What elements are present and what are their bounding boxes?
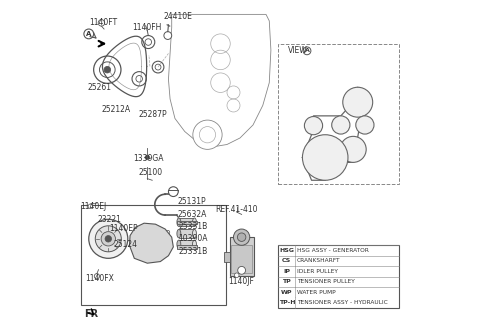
Circle shape [95,226,121,252]
Circle shape [145,39,152,45]
Circle shape [199,127,216,143]
Text: A: A [86,31,92,37]
Text: HSG ASSY - GENERATOR: HSG ASSY - GENERATOR [297,248,369,253]
Circle shape [304,116,323,135]
Text: 1140JF: 1140JF [228,277,253,286]
Text: 25100: 25100 [139,168,163,177]
Bar [179,218,194,226]
Circle shape [133,230,137,234]
Circle shape [94,56,121,83]
Text: REF.41-410: REF.41-410 [216,205,258,214]
Text: IP: IP [337,122,344,128]
Text: TP: TP [282,279,291,284]
Circle shape [136,75,143,82]
Text: 23221: 23221 [97,215,121,224]
Text: TENSIONER ASSY - HYDRAULIC: TENSIONER ASSY - HYDRAULIC [297,300,387,305]
Ellipse shape [177,229,181,238]
Text: CRANKSHARFT: CRANKSHARFT [297,258,340,263]
Text: VIEW: VIEW [288,46,308,55]
Circle shape [193,120,222,149]
Circle shape [166,230,170,234]
Text: 25331B: 25331B [178,222,207,231]
Circle shape [146,238,155,247]
Circle shape [142,234,160,252]
Bar [229,237,254,276]
Text: TENSIONER PULLEY: TENSIONER PULLEY [297,279,354,284]
Text: 1140FT: 1140FT [89,18,118,27]
Text: A: A [304,48,310,53]
Text: TP: TP [361,122,369,128]
Bar [81,205,226,305]
Circle shape [164,31,172,39]
Circle shape [155,64,161,70]
Text: FR: FR [84,309,99,318]
Text: 1140EJ: 1140EJ [80,202,106,212]
Text: WP: WP [348,147,359,152]
Text: IP: IP [283,269,290,274]
Circle shape [163,252,167,256]
Text: 25131P: 25131P [178,197,206,206]
Circle shape [152,61,164,73]
Circle shape [234,273,239,277]
Circle shape [145,155,150,160]
Text: CS: CS [282,258,291,263]
Ellipse shape [192,240,196,249]
Circle shape [142,35,155,49]
Bar [177,221,197,224]
Circle shape [101,232,115,246]
Circle shape [94,274,99,279]
Circle shape [356,116,374,134]
Circle shape [238,266,246,274]
Circle shape [99,62,115,77]
Text: 10390A: 10390A [178,234,207,243]
Bar [278,245,399,308]
Circle shape [104,67,110,73]
Bar [179,229,194,238]
Text: 1140EP: 1140EP [109,224,138,233]
Circle shape [89,219,128,258]
Bar [278,44,399,183]
Text: TP-H: TP-H [278,300,295,305]
Circle shape [238,233,246,241]
Text: 25287P: 25287P [139,111,167,119]
Circle shape [303,47,311,55]
Circle shape [134,252,138,256]
Ellipse shape [177,218,181,226]
Circle shape [98,20,105,26]
Text: 25632A: 25632A [178,210,207,219]
Circle shape [105,236,111,242]
Circle shape [343,87,372,117]
Ellipse shape [177,240,181,249]
Text: 24410E: 24410E [164,12,192,21]
Text: TP-H: TP-H [306,123,321,128]
Text: WATER PUMP: WATER PUMP [297,290,336,295]
Text: 25331B: 25331B [178,247,207,256]
Bar [231,245,252,273]
Bar [177,245,197,249]
Bar [224,252,230,261]
Text: HSG: HSG [351,100,365,105]
Circle shape [233,229,250,245]
Text: 1339GA: 1339GA [134,154,164,163]
Text: CS: CS [321,155,329,160]
Circle shape [88,204,93,209]
Circle shape [132,72,146,86]
Circle shape [340,136,366,162]
Circle shape [84,29,94,39]
Ellipse shape [192,229,196,238]
Ellipse shape [192,218,196,226]
Text: 25212A: 25212A [101,105,131,114]
Circle shape [302,135,348,180]
Text: 1140FH: 1140FH [132,23,162,32]
Text: HSG: HSG [279,248,294,253]
Bar [179,240,194,249]
Text: 1140FX: 1140FX [85,274,114,283]
Text: WP: WP [281,290,293,295]
Circle shape [168,187,178,196]
Text: 25124: 25124 [114,240,138,249]
Polygon shape [130,223,173,263]
Text: IDLER PULLEY: IDLER PULLEY [297,269,337,274]
Text: 25261: 25261 [87,83,111,92]
Circle shape [332,116,350,134]
